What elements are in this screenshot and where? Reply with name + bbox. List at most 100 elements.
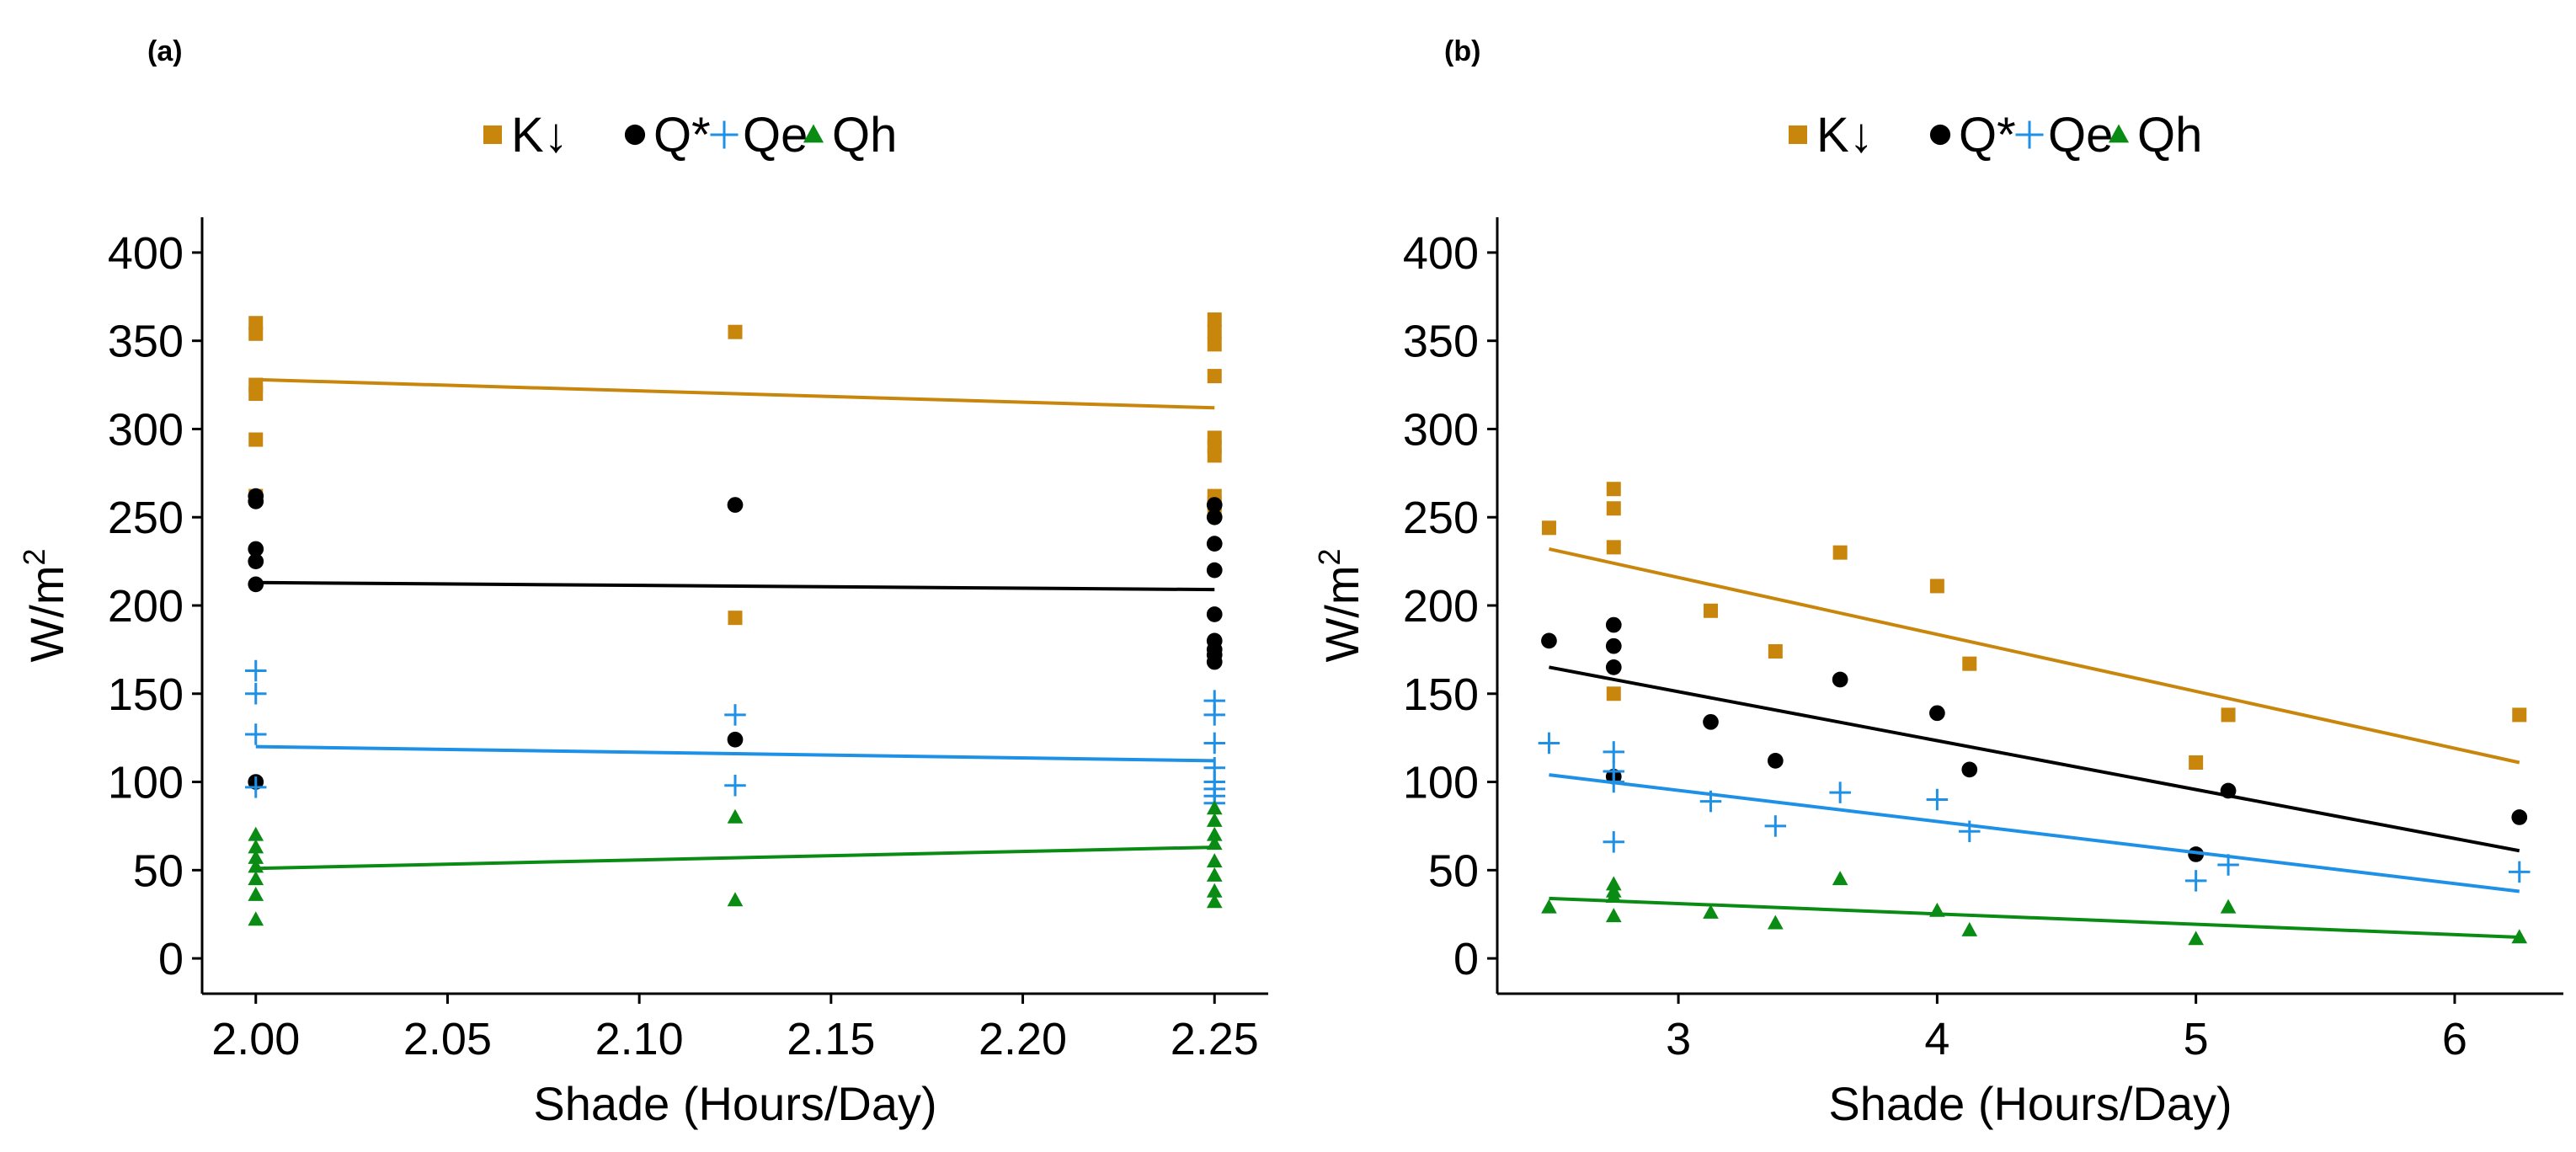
point-qe bbox=[1829, 781, 1851, 803]
point-q-star bbox=[1541, 632, 1557, 649]
point-qh bbox=[727, 892, 744, 907]
point-qe bbox=[1203, 732, 1225, 755]
series-qh bbox=[248, 800, 1223, 926]
point-q-star bbox=[1206, 653, 1223, 670]
fit-line-q-star bbox=[1549, 665, 2520, 853]
legend: K↓ Q* Qe Qh bbox=[1789, 108, 2202, 163]
series-q-star bbox=[1541, 616, 2528, 862]
x-tick-label: 2.25 bbox=[1171, 1014, 1259, 1064]
legend-marker-qe bbox=[710, 120, 739, 149]
y-tick-label: 0 bbox=[158, 934, 184, 984]
x-axis-title: Shade (Hours/Day) bbox=[1828, 1077, 2232, 1130]
fit-line-qe bbox=[1549, 773, 2520, 893]
point-qh bbox=[1206, 800, 1223, 815]
y-axis-title-unit: W/m bbox=[20, 565, 73, 662]
y-axis-title: W/m2 bbox=[17, 548, 73, 662]
point-qe bbox=[2184, 870, 2207, 892]
point-q-star bbox=[1961, 761, 1978, 778]
point-qe bbox=[1603, 831, 1625, 853]
legend-marker-qe bbox=[2015, 120, 2044, 149]
point-k-down bbox=[1207, 448, 1222, 463]
y-axis-title: W/m2 bbox=[1312, 548, 1368, 662]
y-tick-label: 0 bbox=[1453, 934, 1479, 984]
point-k-down bbox=[1606, 540, 1621, 555]
y-tick-label: 250 bbox=[108, 493, 184, 543]
point-k-down bbox=[248, 387, 264, 402]
y-axis-title-unit: W/m bbox=[1315, 565, 1368, 662]
point-qh bbox=[248, 849, 264, 864]
point-qe bbox=[1959, 820, 1981, 842]
point-q-star bbox=[1605, 637, 1622, 654]
point-qe bbox=[1538, 732, 1560, 755]
point-k-down bbox=[1207, 324, 1222, 339]
point-qh bbox=[248, 839, 264, 854]
y-tick-label: 100 bbox=[1403, 758, 1479, 808]
point-q-star bbox=[1206, 497, 1223, 513]
x-axis-title: Shade (Hours/Day) bbox=[533, 1077, 936, 1130]
y-tick-label: 100 bbox=[108, 758, 184, 808]
point-q-star bbox=[2188, 846, 2205, 862]
point-k-down bbox=[2512, 707, 2527, 723]
fit-line-k-down bbox=[1549, 547, 2520, 765]
x-tick-label: 2.20 bbox=[979, 1014, 1067, 1064]
point-q-star bbox=[1206, 509, 1223, 525]
point-qh bbox=[248, 826, 264, 841]
point-qe bbox=[2217, 854, 2239, 876]
legend-label-k-down: K↓ bbox=[1816, 108, 1874, 163]
point-q-star bbox=[248, 553, 264, 569]
legend-marker-k-down bbox=[1789, 125, 1807, 144]
point-qh bbox=[2511, 929, 2528, 944]
fit-line-qh bbox=[255, 845, 1215, 871]
point-qh bbox=[1703, 904, 1719, 919]
point-qe bbox=[1603, 771, 1625, 793]
point-q-star bbox=[2220, 782, 2237, 799]
point-qe bbox=[1603, 741, 1625, 763]
legend-marker-k-down bbox=[483, 125, 502, 144]
y-tick-label: 150 bbox=[1403, 669, 1479, 720]
panel-b: (b) K↓ Q* Qe Qh 0 50 100 150 200 250 300 350 400 3 4 5 6 S… bbox=[1312, 35, 2563, 1130]
x-tick-label: 3 bbox=[1666, 1014, 1691, 1064]
point-qh bbox=[248, 871, 264, 886]
legend-label-qh: Qh bbox=[832, 108, 897, 163]
point-qh bbox=[248, 858, 264, 873]
point-k-down bbox=[2221, 707, 2236, 723]
point-qh bbox=[1961, 921, 1978, 936]
y-tick-label: 50 bbox=[1428, 845, 1479, 896]
series-q-star bbox=[248, 488, 1223, 790]
point-k-down bbox=[1768, 643, 1783, 659]
point-qh bbox=[1605, 888, 1622, 904]
legend-label-qe: Qe bbox=[2048, 108, 2113, 163]
panel-label: (a) bbox=[147, 35, 183, 67]
point-k-down bbox=[1207, 312, 1222, 328]
y-tick-label: 250 bbox=[1403, 493, 1479, 543]
legend-marker-q-star bbox=[1929, 124, 1951, 146]
legend-marker-qh bbox=[803, 124, 824, 143]
y-tick-label: 400 bbox=[108, 228, 184, 279]
point-q-star bbox=[1206, 562, 1223, 579]
point-q-star bbox=[248, 493, 264, 509]
point-q-star bbox=[727, 497, 744, 513]
point-k-down bbox=[728, 324, 743, 339]
fit-line-qe bbox=[255, 744, 1215, 763]
point-k-down bbox=[1704, 603, 1719, 618]
fit-line-q-star bbox=[255, 580, 1215, 592]
x-tick-label: 2.05 bbox=[403, 1014, 492, 1064]
legend-label-qe: Qe bbox=[743, 108, 808, 163]
point-k-down bbox=[1606, 482, 1621, 497]
point-qe bbox=[1764, 815, 1787, 837]
point-q-star bbox=[727, 731, 744, 748]
point-qh bbox=[1206, 812, 1223, 827]
point-q-star bbox=[248, 541, 264, 557]
y-axis-title-superscript: 2 bbox=[1312, 548, 1347, 565]
point-qh bbox=[1206, 867, 1223, 882]
point-q-star bbox=[1832, 671, 1848, 688]
point-k-down bbox=[728, 611, 743, 626]
y-axis-title-superscript: 2 bbox=[17, 548, 51, 565]
y-tick-label: 200 bbox=[1403, 581, 1479, 632]
point-k-down bbox=[1832, 545, 1848, 560]
legend: K↓ Q* Qe Qh bbox=[483, 108, 897, 163]
fit-line-qh bbox=[1549, 896, 2520, 939]
y-tick-label: 50 bbox=[133, 845, 184, 896]
point-k-down bbox=[1929, 579, 1944, 594]
